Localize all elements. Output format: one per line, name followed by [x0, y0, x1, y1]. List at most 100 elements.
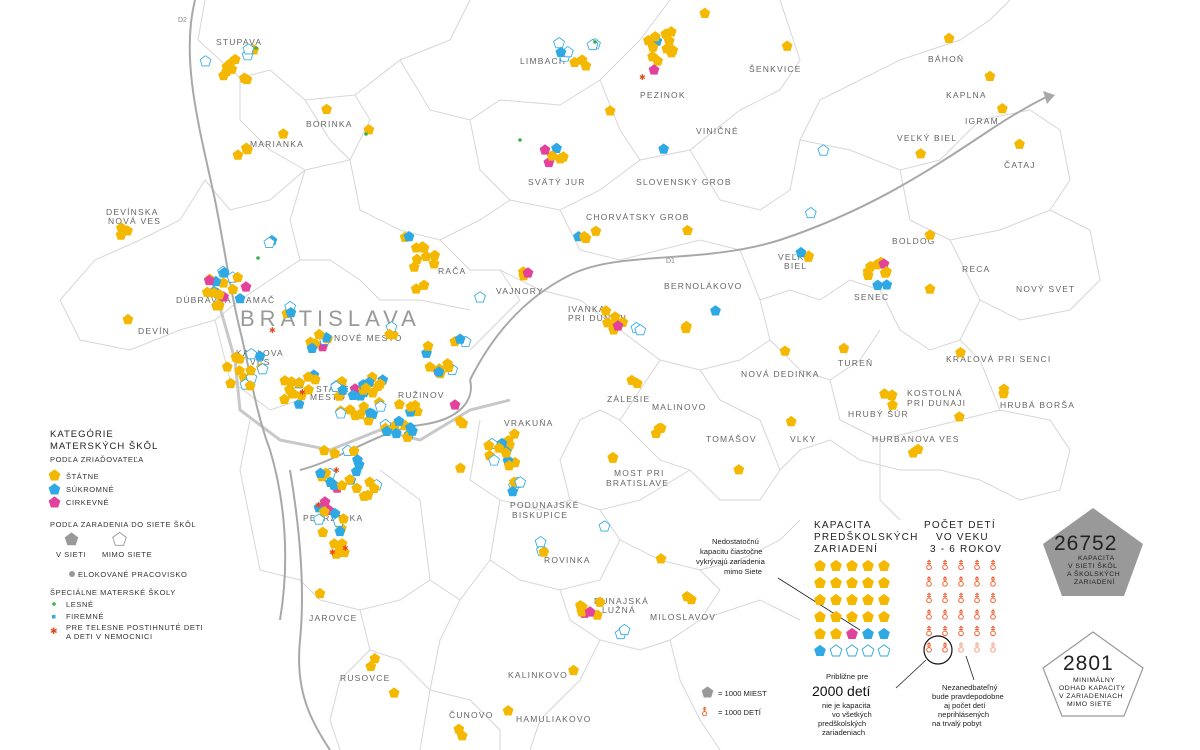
outside-capacity-unit — [878, 645, 890, 656]
place-label: VEĽKÝ — [778, 252, 811, 262]
shortfall-text: nie je kapacita — [822, 701, 871, 710]
place-label: RAČA — [438, 266, 466, 276]
place-label: MALINOVO — [652, 402, 706, 412]
place-label: HRUBÝ ŠÚR — [848, 409, 909, 419]
school-markers: ✱ ✱ ✱ ✱ ✱ ✱ ✱ — [115, 7, 1025, 741]
place-label: RUSOVCE — [340, 673, 390, 683]
forest-school-marker — [254, 46, 258, 50]
outside-note: mimo Siete — [724, 567, 762, 576]
outside-capacity-unit — [846, 645, 858, 656]
state-capacity-unit — [830, 559, 842, 572]
outside-note: kapacitu čiastočne — [700, 547, 762, 556]
capacity-title: PREDŠKOLSKÝCH — [814, 530, 919, 543]
place-label: DUNAJSKÁ — [594, 596, 649, 606]
capacity-title: ZARIADENÍ — [814, 542, 878, 555]
state-capacity-unit — [814, 627, 826, 640]
state-capacity-unit — [846, 610, 858, 623]
church-school-marker — [240, 281, 252, 292]
shortfall-value: 2000 detí — [812, 683, 870, 699]
place-label: BÁHOŇ — [928, 54, 964, 64]
state-capacity-unit — [878, 576, 890, 589]
state-school-marker — [590, 225, 602, 236]
child-unit: ⚨ — [972, 559, 982, 573]
state-school-marker — [996, 102, 1008, 114]
legend-private: SÚKROMNÉ — [66, 485, 114, 494]
state-school-marker — [779, 345, 791, 356]
place-label: VES — [250, 357, 271, 367]
state-school-marker — [733, 464, 745, 475]
legend-forest: LESNÉ — [66, 600, 94, 609]
state-capacity-unit — [830, 576, 842, 589]
place-label: HURBANOVA VES — [872, 434, 960, 444]
child-unit: ⚨ — [988, 642, 998, 656]
place-label: VRAKUŇA — [504, 418, 554, 428]
state-school-marker — [943, 32, 955, 44]
state-capacity-unit — [862, 559, 874, 572]
child-unit: ⚨ — [972, 576, 982, 590]
child-unit: ⚨ — [972, 625, 982, 639]
place-label: KRÁĽOVÁ PRI SENCI — [946, 354, 1051, 364]
unregistered-note: Nezanedbateľný — [942, 683, 998, 692]
state-school-marker — [277, 128, 289, 139]
place-label: ČUNOVO — [449, 710, 494, 720]
private-school-marker — [795, 246, 807, 258]
state-capacity-unit — [814, 576, 826, 589]
state-school-marker — [607, 452, 619, 463]
place-label: LAMAČ — [240, 295, 275, 305]
leader-line — [965, 655, 975, 681]
shortfall-text: Približne pre — [826, 672, 868, 681]
capacity-title: KAPACITA — [814, 520, 872, 531]
hospital-school-marker: ✱ — [342, 544, 349, 553]
place-label: KALINKOVO — [508, 670, 568, 680]
outside-network-marker — [805, 207, 816, 217]
state-school-marker — [924, 283, 936, 294]
forest-school-marker — [256, 256, 260, 260]
state-school-marker — [915, 148, 927, 159]
place-label: ČATAJ — [1004, 160, 1036, 170]
unregistered-note: neprihlásených — [938, 710, 989, 719]
outside-note: vykrývajú zariadenia — [696, 557, 766, 566]
state-school-marker — [221, 361, 233, 372]
place-label: VEĽKÝ BIEL — [897, 133, 957, 143]
state-school-marker — [576, 54, 588, 65]
place-label: BORINKA — [306, 119, 353, 129]
shortfall-text: vo všetkých — [832, 710, 872, 719]
legend-hospital: PRE TELESNE POSTIHNUTÉ DETI — [66, 623, 203, 632]
state-school-marker — [364, 476, 376, 487]
place-label: NOVÁ VES — [108, 216, 161, 226]
private-school-icon — [48, 483, 61, 495]
state-school-marker — [279, 375, 291, 386]
outside-total-badge — [1042, 631, 1144, 717]
legend-subtitle: PODĽA ZARADENIA DO SIETE ŠKÔL — [50, 520, 196, 529]
place-label: SENEC — [854, 292, 889, 302]
state-school-marker — [887, 399, 898, 410]
place-label: DEVÍN — [138, 326, 170, 336]
child-unit: ⚨ — [940, 625, 950, 639]
state-school-marker — [655, 553, 667, 564]
state-school-marker — [924, 229, 936, 240]
child-unit: ⚨ — [988, 609, 998, 623]
place-label: BISKUPICE — [512, 510, 568, 520]
seats-scale-icon — [701, 686, 714, 698]
place-label: MOST PRI — [614, 468, 665, 478]
child-unit: ⚨ — [924, 642, 934, 656]
place-label: MILOSLAVOV — [650, 612, 716, 622]
state-school-marker — [879, 388, 890, 399]
legend-title: KATEGÓRIE — [50, 429, 114, 440]
unregistered-child-unit: ⚨ — [956, 642, 966, 656]
place-label: MESTO — [310, 392, 346, 402]
child-unit: ⚨ — [988, 625, 998, 639]
state-school-marker — [681, 590, 693, 602]
place-label: VLKY — [790, 434, 817, 444]
state-capacity-unit — [862, 610, 874, 623]
state-capacity-unit — [878, 610, 890, 623]
legend-state: ŠTÁTNE — [66, 472, 99, 481]
scale-seats: = 1000 MIEST — [718, 689, 767, 698]
outside-caption: MINIMÁLNY — [1073, 675, 1115, 684]
outside-network-marker — [818, 145, 829, 155]
legend-subtitle: PODĽA ZRIAĎOVATEĽA — [50, 455, 144, 464]
outside-network-marker — [535, 536, 546, 546]
state-school-marker — [781, 40, 793, 51]
state-capacity-unit — [814, 593, 826, 606]
company-school-icon — [52, 615, 56, 619]
